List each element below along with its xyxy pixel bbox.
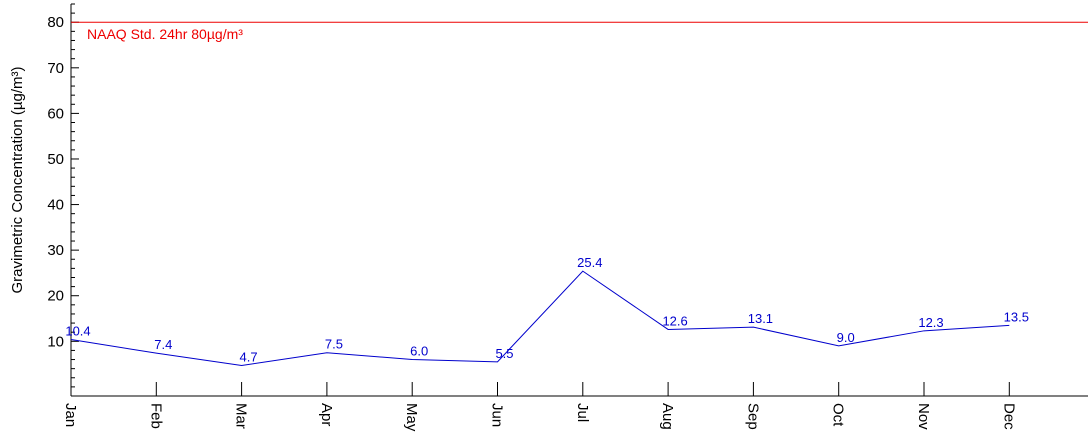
naaq-standard-label: NAAQ Std. 24hr 80µg/m³	[87, 26, 243, 42]
y-axis-ticks: 10 20 30 40 50 60 70 80	[47, 3, 79, 388]
data-labels: 10.4 7.4 4.7 7.5 6.0 5.5 25.4 12.6 13.1 9.0 12.3 13…	[65, 255, 1029, 364]
data-label: 5.5	[495, 346, 513, 361]
x-tick-label: Sep	[744, 403, 761, 430]
series-line	[70, 270, 1010, 366]
y-tick-label: 50	[47, 151, 64, 168]
y-tick-label: 10	[47, 333, 64, 350]
x-tick-label: Oct	[830, 403, 847, 427]
x-tick-label: Dec	[1000, 403, 1017, 430]
y-tick-label: 80	[47, 14, 64, 31]
x-tick-label: Apr	[318, 403, 335, 426]
data-label: 10.4	[65, 323, 90, 338]
x-tick-label: May	[403, 403, 420, 432]
data-label: 12.3	[918, 315, 943, 330]
data-label: 7.5	[325, 337, 343, 352]
data-label: 25.4	[577, 255, 602, 270]
data-label: 12.6	[662, 313, 687, 328]
y-tick-label: 60	[47, 105, 64, 122]
y-tick-label: 30	[47, 242, 64, 259]
x-tick-label: Jan	[62, 403, 79, 427]
x-tick-label: Nov	[915, 403, 932, 430]
data-label: 9.0	[837, 330, 855, 345]
y-axis-title: Gravimetric Concentration (µg/m³)	[9, 66, 26, 293]
x-tick-label: Feb	[147, 403, 164, 429]
data-label: 7.4	[154, 337, 172, 352]
x-tick-label: Jul	[574, 403, 591, 422]
x-tick-label: Jun	[489, 403, 506, 427]
y-tick-label: 40	[47, 197, 64, 214]
y-tick-label: 20	[47, 288, 64, 305]
data-label: 6.0	[410, 344, 428, 359]
data-label: 4.7	[240, 349, 258, 364]
x-tick-label: Mar	[233, 403, 250, 429]
x-axis-ticks: Jan Feb Mar Apr May Jun Jul Aug Sep Oct Nov Dec	[62, 382, 1017, 432]
x-tick-label: Aug	[659, 403, 676, 430]
data-label: 13.1	[748, 311, 773, 326]
data-label: 13.5	[1004, 309, 1029, 324]
y-tick-label: 70	[47, 60, 64, 77]
